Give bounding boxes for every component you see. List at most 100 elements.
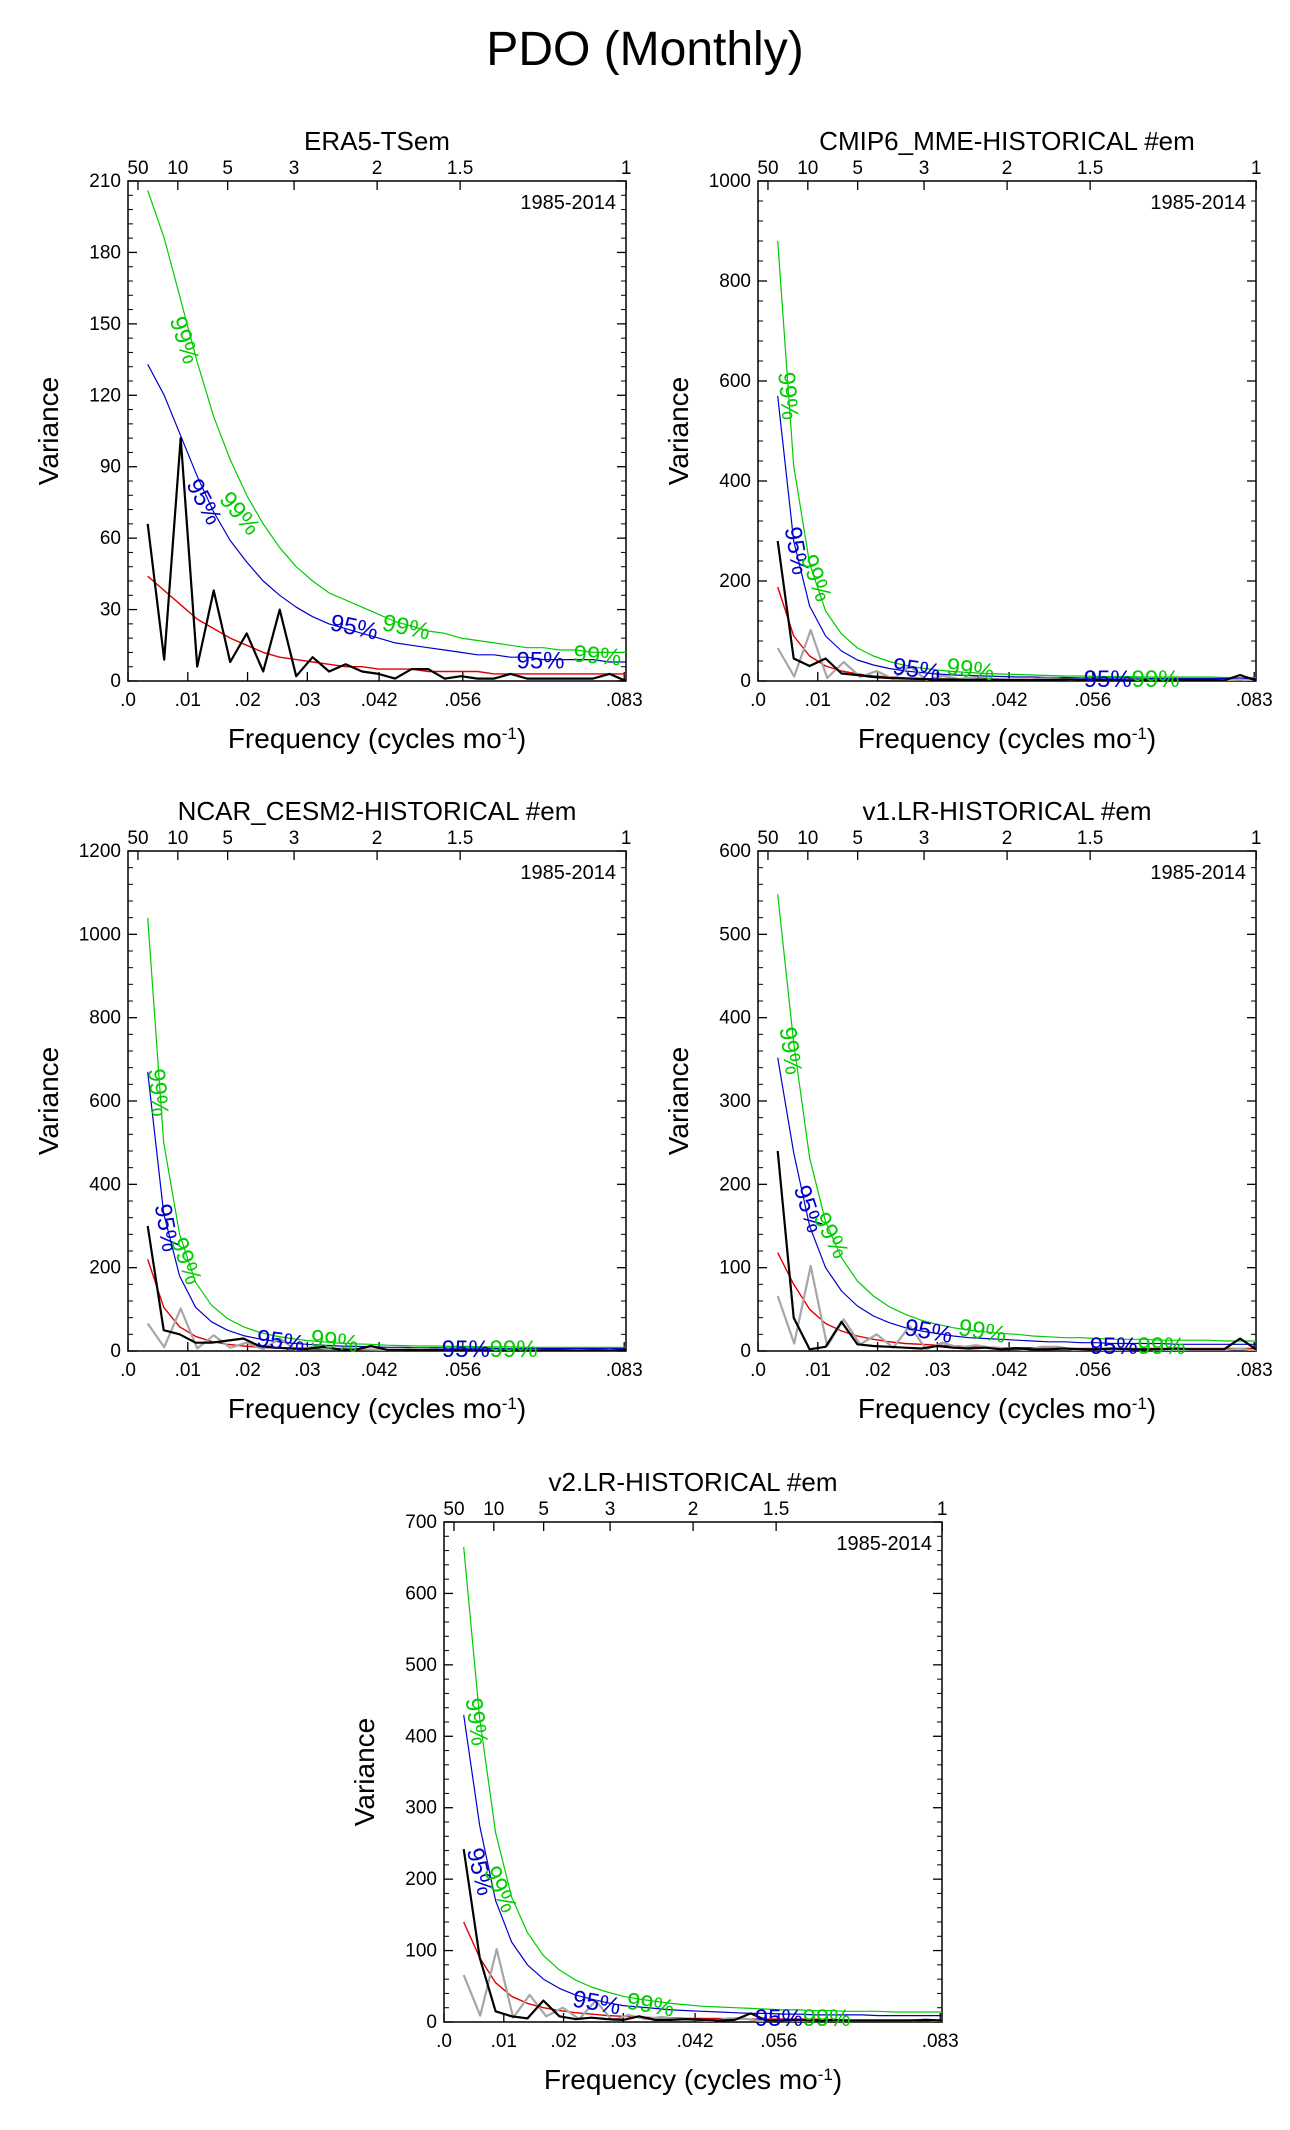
confidence-label-95: 95%	[755, 2005, 803, 2032]
period-label: 1985-2014	[1150, 862, 1246, 884]
spectrum-curve	[462, 1848, 942, 2022]
x-tick-label: .03	[610, 2031, 636, 2052]
conf-99-curve	[777, 894, 1256, 1342]
period-label: 1985-2014	[836, 1533, 932, 1555]
x-tick-label: .0	[750, 690, 766, 711]
y-tick-label: 1000	[709, 171, 751, 192]
x-tick-label: .01	[491, 2031, 517, 2052]
top-tick-label: 3	[605, 1499, 616, 1520]
conf-95-curve	[463, 1714, 942, 2017]
confidence-label-99: 99%	[490, 1336, 538, 1363]
x-axis-label: Frequency (cycles mo-1)	[228, 1393, 526, 1424]
confidence-label-99: 99%	[956, 1314, 1008, 1349]
confidence-label-99: 99%	[945, 653, 996, 686]
top-tick-label: 3	[289, 828, 300, 849]
x-tick-label: .0	[120, 690, 136, 711]
x-tick-label: .056	[1074, 690, 1111, 711]
y-tick-label: 400	[405, 1726, 437, 1747]
confidence-label-95: 95%	[442, 1336, 490, 1363]
top-tick-label: 5	[852, 828, 863, 849]
conf-99-curve	[147, 917, 626, 1348]
x-axis-label-close: )	[1147, 723, 1156, 754]
confidence-label-99: 99%	[164, 313, 205, 367]
spectrum-curve	[146, 1225, 626, 1351]
top-tick-label: 10	[167, 158, 188, 179]
x-tick-label: .01	[805, 690, 831, 711]
plot-frame	[757, 180, 1257, 682]
panel-title: CMIP6_MME-HISTORICAL #em	[819, 126, 1195, 156]
top-tick-label: 50	[127, 158, 148, 179]
x-tick-label: .03	[924, 690, 950, 711]
x-tick-label: .083	[606, 1360, 643, 1381]
x-axis-label-close: )	[1147, 1393, 1156, 1424]
y-axis-label: Variance	[663, 377, 694, 485]
confidence-label-95: 95%	[516, 647, 564, 674]
x-tick-label: .02	[234, 1360, 260, 1381]
y-tick-label: 0	[110, 671, 121, 692]
red-noise-curve	[463, 1921, 942, 2021]
x-axis-label-superscript: -1	[502, 724, 517, 743]
y-tick-label: 150	[89, 314, 121, 335]
y-tick-label: 400	[89, 1174, 121, 1195]
top-tick-label: 1	[621, 158, 632, 179]
top-tick-label: 1.5	[447, 158, 473, 179]
confidence-label-99: 99%	[795, 551, 837, 605]
series-group	[776, 894, 1256, 1351]
panel-title: v1.LR-HISTORICAL #em	[863, 796, 1152, 826]
y-tick-label: 400	[719, 471, 751, 492]
confidence-label-99: 99%	[165, 1234, 207, 1288]
x-tick-label: .02	[550, 2031, 576, 2052]
top-tick-label: 1	[1251, 158, 1262, 179]
confidence-label-99: 99%	[772, 371, 803, 421]
x-axis-label-close: )	[517, 1393, 526, 1424]
x-tick-label: .083	[922, 2031, 959, 2052]
x-tick-label: .042	[677, 2031, 714, 2052]
confidence-label-99: 99%	[460, 1696, 493, 1747]
y-tick-label: 600	[89, 1091, 121, 1112]
y-axis-label: Variance	[33, 377, 64, 485]
x-tick-label: .03	[294, 690, 320, 711]
x-tick-label: .02	[864, 1360, 890, 1381]
x-axis-label-text: Frequency (cycles mo	[544, 2064, 818, 2095]
y-tick-label: 600	[719, 841, 751, 862]
panel-2: 0 200 400 600 800 1000 .0 .01 .02 .03 .042 .056 .083…	[663, 126, 1273, 754]
x-axis-label: Frequency (cycles mo-1)	[228, 723, 526, 754]
x-axis-label-text: Frequency (cycles mo	[858, 723, 1132, 754]
x-tick-label: .02	[234, 690, 260, 711]
y-tick-label: 1200	[79, 841, 121, 862]
spectrum-curve	[776, 540, 1256, 681]
confidence-label-99: 99%	[808, 1208, 854, 1263]
period-label: 1985-2014	[520, 862, 616, 884]
top-tick-label: 1	[621, 828, 632, 849]
x-tick-label: .0	[436, 2031, 452, 2052]
confidence-label-95: 95%	[1084, 666, 1132, 693]
y-tick-label: 1000	[79, 924, 121, 945]
y-tick-label: 30	[100, 600, 121, 621]
confidence-label-95: 95%	[255, 1325, 306, 1358]
conf-95-curve	[777, 1057, 1256, 1345]
figure-title: PDO (Monthly)	[486, 23, 803, 76]
x-tick-label: .056	[444, 690, 481, 711]
x-tick-label: .01	[175, 690, 201, 711]
series-group	[776, 240, 1256, 681]
panel-4: 0 100 200 300 400 500 600 .0 .01 .02 .03 .042 .056 .0…	[663, 796, 1273, 1424]
conf-99-curve	[147, 190, 626, 654]
top-tick-label: 2	[1002, 158, 1013, 179]
top-tick-label: 3	[919, 158, 930, 179]
plot-frame	[443, 1521, 943, 2023]
y-tick-label: 500	[719, 924, 751, 945]
plot-frame	[757, 850, 1257, 1352]
x-axis-label-close: )	[517, 723, 526, 754]
confidence-label-95: 95%	[1090, 1333, 1138, 1360]
confidence-label-99: 99%	[1138, 1333, 1186, 1360]
y-tick-label: 800	[719, 271, 751, 292]
x-axis-label-text: Frequency (cycles mo	[228, 1393, 502, 1424]
x-tick-label: .02	[864, 690, 890, 711]
top-tick-label: 5	[222, 828, 233, 849]
y-tick-label: 200	[405, 1869, 437, 1890]
top-tick-label: 50	[127, 828, 148, 849]
conf-95-curve	[147, 1071, 626, 1350]
conf-95-curve	[147, 364, 626, 663]
y-axis-label: Variance	[663, 1047, 694, 1155]
x-axis-label-close: )	[833, 2064, 842, 2095]
